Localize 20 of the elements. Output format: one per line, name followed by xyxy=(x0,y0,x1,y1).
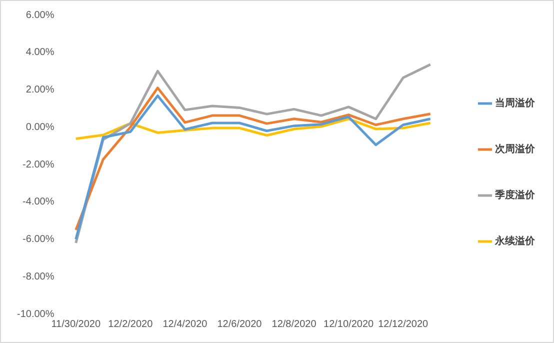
x-tick-label: 12/12/2020 xyxy=(378,318,429,330)
y-tick-label: -6.00% xyxy=(22,234,54,245)
y-tick-label: 6.00% xyxy=(26,10,54,21)
y-tick-label: 0.00% xyxy=(26,122,54,133)
x-tick-label: 12/4/2020 xyxy=(162,318,208,330)
y-tick-label: -8.00% xyxy=(22,271,54,282)
x-tick-label: 12/2/2020 xyxy=(108,318,154,330)
legend-label: 永续溢价 xyxy=(494,235,536,248)
y-tick-label: 4.00% xyxy=(26,47,54,58)
legend-label: 次周溢价 xyxy=(495,143,536,156)
x-tick-label: 12/10/2020 xyxy=(324,318,374,330)
y-tick-label: 2.00% xyxy=(26,84,54,96)
y-tick-label: -4.00% xyxy=(22,196,54,208)
legend-label: 季度溢价 xyxy=(494,189,536,202)
x-tick-label: 11/30/2020 xyxy=(51,318,101,330)
y-tick-label: -10.00% xyxy=(16,308,54,320)
y-tick-label: -2.00% xyxy=(22,159,54,170)
x-tick-label: 12/8/2020 xyxy=(272,318,317,330)
legend-label: 当周溢价 xyxy=(495,97,536,110)
x-tick-label: 12/6/2020 xyxy=(217,318,262,330)
